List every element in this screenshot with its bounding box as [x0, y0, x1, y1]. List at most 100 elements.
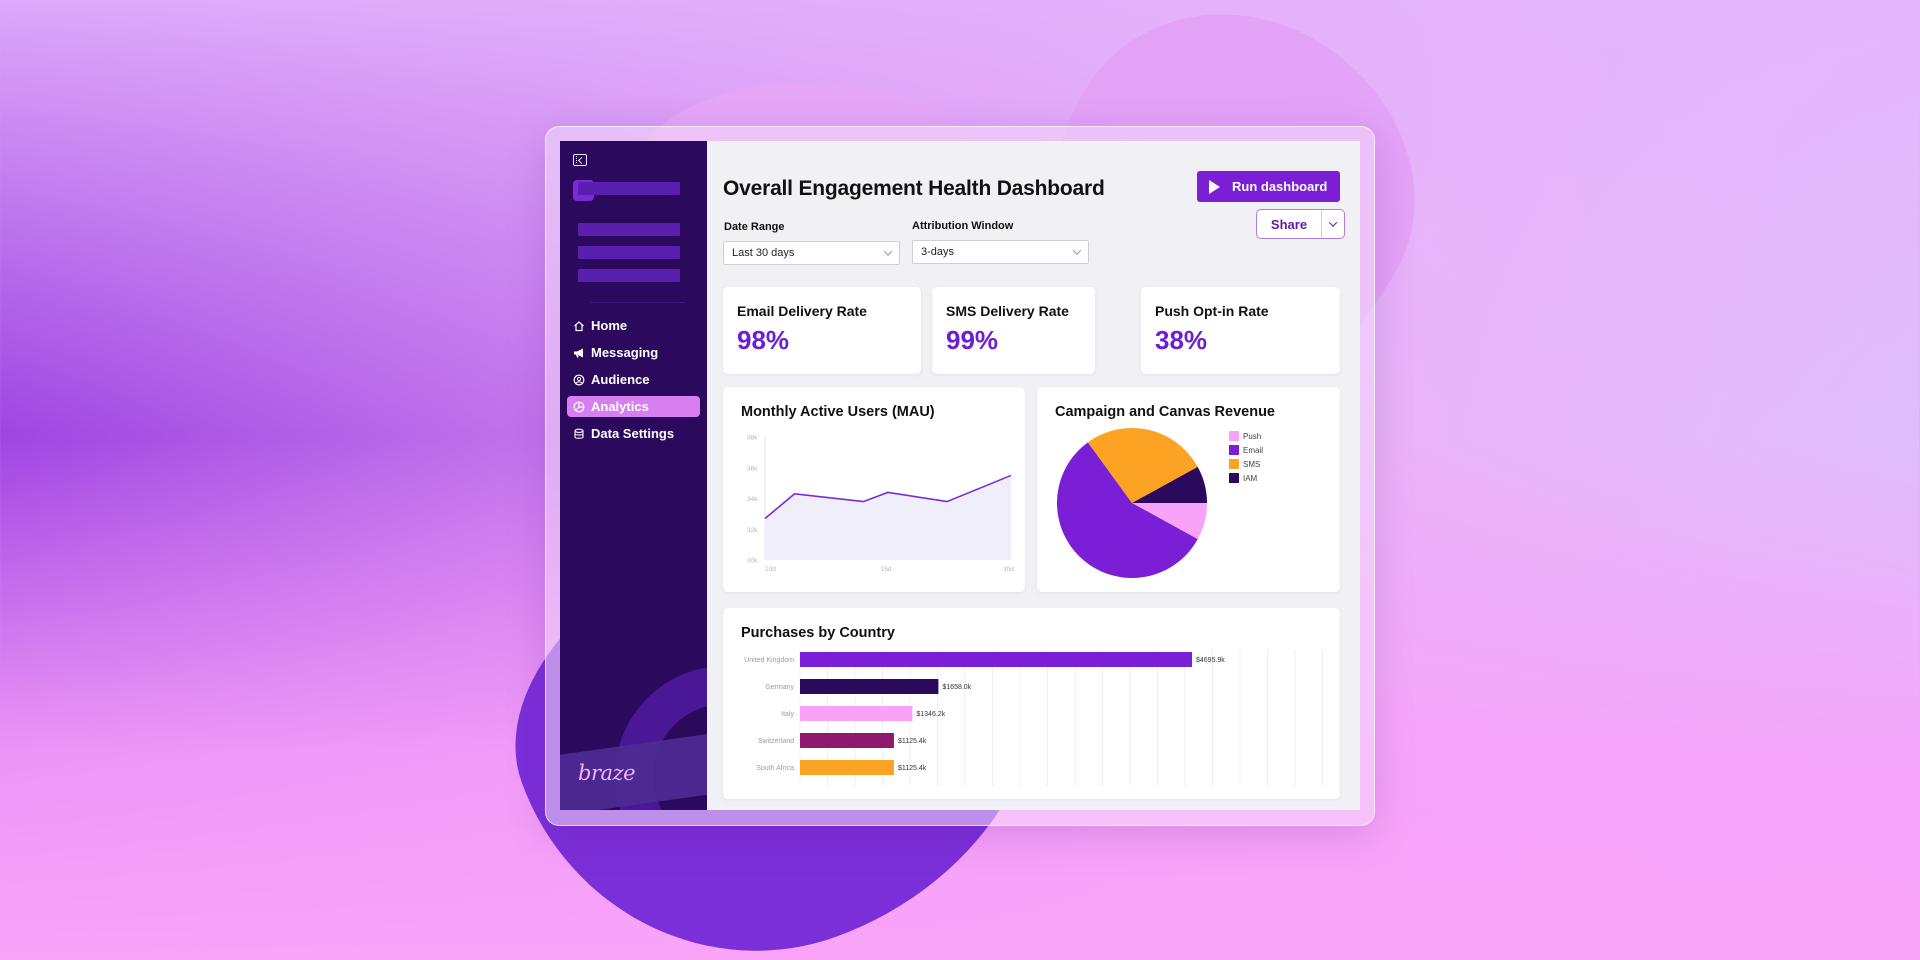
kpi-value: 99%: [946, 325, 999, 355]
attribution-window-label: Attribution Window: [912, 220, 1014, 232]
sidebar-divider: [590, 302, 685, 303]
chevron-down-icon: [883, 247, 893, 256]
home-icon: [573, 320, 585, 332]
svg-text:United Kingdom: United Kingdom: [744, 657, 794, 664]
sidebar-nav: Home Messaging Audience Analytics: [567, 315, 700, 450]
kpi-value: 98%: [737, 325, 790, 355]
page-title: Overall Engagement Health Dashboard: [723, 177, 1105, 200]
sidebar-placeholder: [578, 223, 680, 236]
legend-item: Email: [1229, 443, 1263, 457]
bar: [800, 733, 894, 748]
kpi-value: 38%: [1155, 325, 1208, 355]
share-button-group: Share: [1256, 209, 1345, 239]
svg-text:$4695.9k: $4695.9k: [1196, 657, 1225, 664]
svg-text:$1658.0k: $1658.0k: [942, 684, 971, 691]
purchases-bar-card: Purchases by Country United Kingdom $4695…: [723, 608, 1340, 799]
legend-swatch: [1229, 431, 1239, 441]
chart-title: Campaign and Canvas Revenue: [1055, 404, 1275, 420]
svg-text:36k: 36k: [747, 465, 758, 472]
sidebar: Home Messaging Audience Analytics: [560, 141, 707, 810]
legend-label: SMS: [1243, 459, 1261, 469]
bar: [800, 760, 894, 775]
svg-text:$1125.4k: $1125.4k: [898, 765, 927, 772]
pie-slice: [1087, 428, 1198, 503]
main-content: Overall Engagement Health Dashboard Run …: [707, 141, 1360, 810]
svg-text:34k: 34k: [747, 496, 758, 503]
sidebar-item-messaging[interactable]: Messaging: [567, 342, 700, 363]
kpi-label: Email Delivery Rate: [737, 303, 867, 319]
chevron-down-icon: [1072, 246, 1082, 255]
legend-label: Email: [1243, 445, 1264, 455]
sidebar-item-label: Home: [591, 318, 628, 333]
svg-text:30d: 30d: [1003, 566, 1014, 573]
svg-text:10d: 10d: [765, 566, 776, 573]
share-dropdown-button[interactable]: [1322, 210, 1344, 238]
sidebar-item-label: Analytics: [591, 399, 649, 414]
svg-text:30k: 30k: [747, 558, 758, 565]
play-icon: [1209, 179, 1220, 194]
kpi-card-sms-delivery: SMS Delivery Rate 99%: [932, 287, 1095, 374]
svg-text:Switzerland: Switzerland: [758, 738, 794, 745]
bar: [800, 706, 913, 721]
date-range-select[interactable]: Last 30 days: [723, 241, 900, 265]
legend-swatch: [1229, 459, 1239, 469]
sidebar-item-label: Messaging: [591, 345, 659, 360]
mau-chart-card: Monthly Active Users (MAU) 38k 36k 34k 32k 3…: [723, 387, 1025, 592]
date-range-label: Date Range: [724, 221, 785, 233]
svg-text:Italy: Italy: [781, 711, 794, 718]
sidebar-placeholder: [578, 269, 680, 282]
pie-slice: [1132, 503, 1207, 540]
date-range-value: Last 30 days: [732, 247, 795, 259]
sidebar-item-home[interactable]: Home: [567, 315, 700, 336]
attribution-window-value: 3-days: [921, 246, 955, 258]
sidebar-item-label: Audience: [591, 372, 650, 387]
legend-swatch: [1229, 445, 1239, 455]
braze-logo: braze: [578, 761, 636, 785]
share-button[interactable]: Share: [1257, 210, 1322, 238]
svg-text:$1125.4k: $1125.4k: [898, 738, 927, 745]
pie-slice: [1057, 442, 1198, 578]
bar: [800, 679, 939, 694]
audience-icon: [573, 374, 585, 386]
analytics-icon: [573, 401, 585, 413]
legend-label: Push: [1243, 431, 1262, 441]
kpi-card-push-optin: Push Opt-in Rate 38%: [1141, 287, 1340, 374]
database-icon: [573, 428, 585, 440]
app-window: Home Messaging Audience Analytics: [560, 141, 1360, 810]
run-dashboard-label: Run dashboard: [1232, 179, 1328, 194]
bar: [800, 652, 1192, 667]
legend-label: IAM: [1243, 473, 1258, 483]
svg-text:Germany: Germany: [765, 684, 794, 691]
pie-slice: [1132, 466, 1207, 503]
attribution-window-select[interactable]: 3-days: [912, 240, 1089, 264]
run-dashboard-button[interactable]: Run dashboard: [1197, 171, 1340, 202]
svg-text:$1346.2k: $1346.2k: [916, 711, 945, 718]
revenue-pie-card: Campaign and Canvas Revenue Push Email SMS…: [1037, 387, 1340, 592]
kpi-label: SMS Delivery Rate: [946, 303, 1069, 319]
sidebar-item-audience[interactable]: Audience: [567, 369, 700, 390]
sidebar-item-analytics[interactable]: Analytics: [567, 396, 700, 417]
svg-text:32k: 32k: [747, 527, 758, 534]
sidebar-placeholder: [578, 246, 680, 259]
kpi-label: Push Opt-in Rate: [1155, 303, 1269, 319]
chevron-down-icon: [1328, 218, 1338, 227]
chart-title: Monthly Active Users (MAU): [741, 404, 935, 420]
mau-line-chart: 38k 36k 34k 32k 30k 10d 15d 30d: [747, 435, 1014, 574]
sidebar-placeholder: [578, 182, 680, 195]
kpi-card-email-delivery: Email Delivery Rate 98%: [723, 287, 921, 374]
legend-item: Push: [1229, 429, 1263, 443]
legend-swatch: [1229, 473, 1239, 483]
legend-item: SMS: [1229, 457, 1263, 471]
chart-title: Purchases by Country: [741, 625, 895, 641]
sidebar-item-label: Data Settings: [591, 426, 675, 441]
revenue-pie-chart: [1057, 428, 1207, 578]
sidebar-toggle-icon[interactable]: [573, 154, 587, 166]
svg-text:15d: 15d: [881, 566, 892, 573]
purchases-bar-chart: United Kingdom $4695.9k Germany $1658.0k Ita…: [744, 650, 1323, 786]
svg-text:South Africa: South Africa: [756, 765, 794, 772]
pie-legend: Push Email SMS IAM: [1229, 429, 1263, 485]
legend-item: IAM: [1229, 471, 1263, 485]
megaphone-icon: [573, 347, 585, 359]
sidebar-item-data-settings[interactable]: Data Settings: [567, 423, 700, 444]
svg-text:38k: 38k: [747, 435, 758, 442]
